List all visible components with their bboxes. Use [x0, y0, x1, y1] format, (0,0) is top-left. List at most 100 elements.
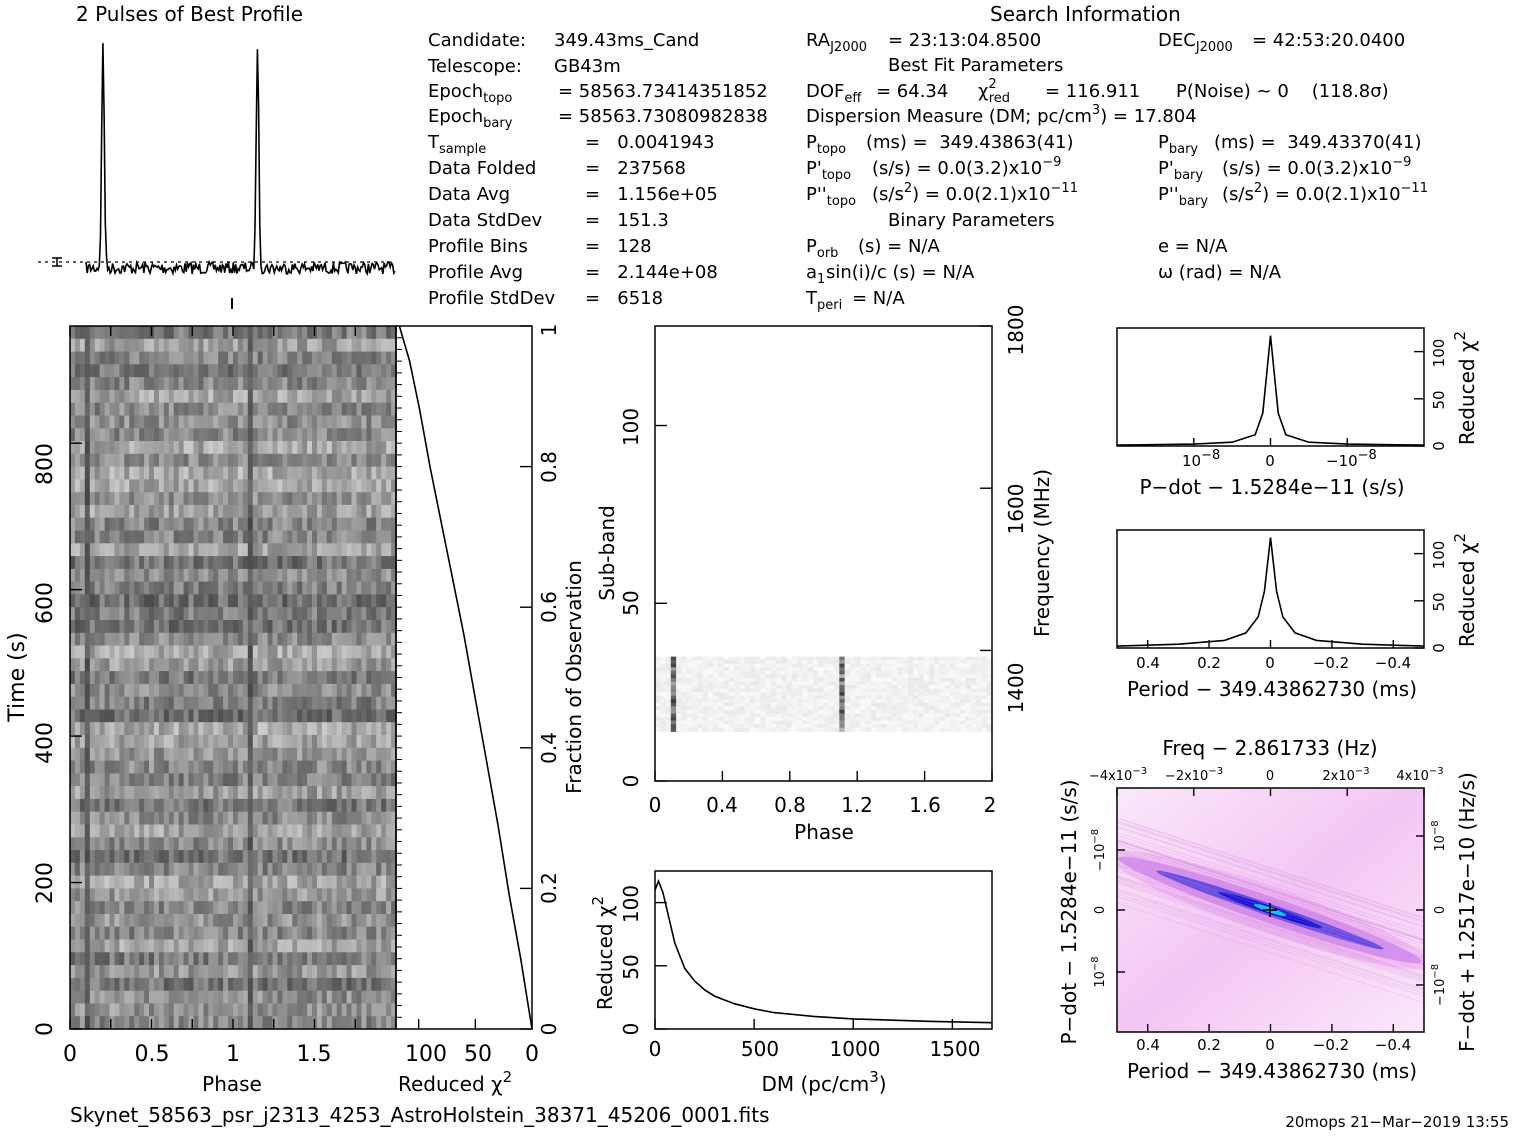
dm-line: Dispersion Measure (DM; pc/cm3) = 17.804: [806, 103, 1197, 127]
sb-xtick-4: 1.6: [909, 793, 941, 817]
profile-bins-value: = 128: [585, 236, 652, 257]
search-info: Search Information Candidate: 349.43ms_C…: [427, 2, 1428, 313]
pdot-chi-frame: [1117, 328, 1424, 446]
pdot-topo-label: P'topo: [806, 158, 851, 183]
tp-ytick-0: 0: [33, 1022, 58, 1036]
profile-stddev-value: = 6518: [585, 288, 663, 309]
a1-value: sin(i)/c (s) = N/A: [826, 262, 975, 283]
binary-title: Binary Parameters: [888, 210, 1055, 231]
tp-xtick-1: 0.5: [135, 1042, 170, 1067]
subband-plot: 0 0.4 0.8 1.2 1.6 2 Phase 0 50 100 Sub-b…: [595, 305, 1054, 844]
sb-xtick-2: 0.8: [774, 793, 806, 817]
chi-fraction-frame: [396, 326, 532, 1029]
pd-xlabel: P−dot − 1.5284e−11 (s/s): [1139, 475, 1404, 499]
dm-ytick-0: 0: [619, 1023, 643, 1036]
time-phase-image: [70, 326, 397, 1030]
sb-ytick-1: 50: [619, 590, 643, 615]
e-value: e = N/A: [1158, 236, 1228, 257]
pp-xtick-4: −0.4: [1375, 1036, 1411, 1054]
pc-ylabel: Reduced χ2: [1451, 533, 1479, 647]
dm-ylabel: Reduced χ2: [589, 896, 617, 1010]
pc-ytick-2: 100: [1430, 541, 1448, 570]
cf-ytick-2: 0.4: [537, 732, 561, 764]
tperi-label: Tperi: [805, 288, 842, 313]
pp-y2tick-2: −10−8: [1430, 964, 1448, 1006]
time-phase-plot: 0 0.5 1 1.5 Phase 0 200 400 600 800 Time…: [5, 326, 397, 1096]
tp-xtick-0: 0: [63, 1042, 77, 1067]
cf-ytick-5: 1: [537, 324, 561, 337]
tp-ytick-3: 600: [33, 582, 58, 624]
ra-label: RAJ2000: [806, 30, 867, 55]
porb-value: (s) = N/A: [858, 236, 940, 257]
pdot-chi-plot: 10−8 0 −10−8 P−dot − 1.5284e−11 (s/s) 0 …: [1117, 328, 1479, 499]
pp-title: Freq − 2.861733 (Hz): [1162, 736, 1377, 760]
dm-ytick-2: 100: [619, 885, 643, 923]
pp-ytick-0: −10−8: [1090, 829, 1108, 871]
dm-frame: [655, 871, 992, 1029]
pc-xtick-2: 0: [1265, 654, 1275, 672]
pdot-topo-value: (s/s) = 0.0(3.2)x10−9: [872, 155, 1061, 179]
pp-toptick-3: 2x10−3: [1322, 766, 1369, 784]
epoch-topo-value: = 58563.73414351852: [558, 81, 768, 102]
dm-xtick-2: 1000: [830, 1037, 881, 1061]
pdot-bary-label: P'bary: [1158, 158, 1203, 183]
omega-value: ω (rad) = N/A: [1158, 262, 1282, 283]
pp-plane-plot: Freq − 2.861733 (Hz) −4x10−3 −2x10−3 0 2…: [1057, 736, 1479, 1083]
dm-xlabel: DM (pc/cm3): [761, 1068, 886, 1096]
period-chi-plot: 0.4 0.2 0 −0.2 −0.4 Period − 349.4386273…: [1117, 530, 1479, 701]
tperi-value: = N/A: [852, 288, 905, 309]
pddot-topo-label: P''topo: [806, 184, 856, 209]
profile-curve: [86, 43, 395, 274]
data-folded-label: Data Folded: [428, 158, 536, 179]
pc-xtick-0: 0.4: [1136, 654, 1160, 672]
pp-xtick-2: 0: [1265, 1036, 1275, 1054]
a1-label: a1: [806, 262, 825, 287]
cf-ytick-1: 0.2: [537, 872, 561, 904]
cf-ytick-4: 0.8: [537, 451, 561, 483]
sb-ytick-0: 0: [619, 775, 643, 788]
data-avg-label: Data Avg: [428, 184, 510, 205]
sb-y2label: Frequency (MHz): [1030, 469, 1054, 637]
sb-ylabel: Sub-band: [595, 505, 619, 601]
epoch-bary-value: = 58563.73080982838: [558, 106, 768, 127]
period-chi-curve: [1117, 538, 1424, 647]
pd-ytick-2: 100: [1430, 339, 1448, 368]
tsample-value: = 0.0041943: [585, 132, 715, 153]
candidate-label: Candidate:: [428, 30, 526, 51]
sb-xlabel: Phase: [794, 820, 854, 844]
pp-y2label: F−dot + 1.2517e−10 (Hz/s): [1455, 772, 1479, 1052]
tp-ytick-1: 200: [33, 862, 58, 904]
pp-toptick-4: 4x10−3: [1396, 766, 1443, 784]
pdot-chi-axes: [1194, 352, 1424, 446]
tsample-label: Tsample: [427, 132, 486, 157]
chi-fraction-curve: [399, 326, 532, 1029]
telescope-value: GB43m: [554, 56, 621, 77]
ptopo-label: Ptopo: [806, 132, 846, 157]
pc-xlabel: Period − 349.43862730 (ms): [1127, 677, 1417, 701]
cf-ylabel: Fraction of Observation: [562, 560, 586, 794]
dof-value: = 64.34: [876, 81, 948, 102]
search-title: Search Information: [990, 2, 1181, 26]
data-stddev-value: = 151.3: [585, 210, 669, 231]
pp-xtick-1: 0.2: [1197, 1036, 1221, 1054]
dec-value: = 42:53:20.0400: [1252, 30, 1405, 51]
chi-fraction-plot: 100 50 0 Reduced χ2 0 0.2 0.4 0.6 0.8 1 …: [396, 324, 586, 1096]
pd-ytick-0: 0: [1430, 441, 1448, 451]
pdot-bary-value: (s/s) = 0.0(3.2)x10−9: [1222, 155, 1411, 179]
pbary-label: Pbary: [1158, 132, 1198, 157]
profile-avg-value: = 2.144e+08: [585, 262, 718, 283]
dec-label: DECJ2000: [1158, 30, 1233, 55]
sb-xtick-0: 0: [649, 793, 662, 817]
profile-title: 2 Pulses of Best Profile: [76, 2, 303, 26]
pc-xtick-1: 0.2: [1197, 654, 1221, 672]
pnoise-value: P(Noise) ~ 0 (118.8σ): [1176, 81, 1389, 102]
sb-y2tick-1: 1600: [1004, 484, 1028, 535]
dm-xtick-0: 0: [649, 1037, 662, 1061]
best-fit-title: Best Fit Parameters: [888, 55, 1063, 76]
porb-label: Porb: [806, 236, 838, 261]
dm-xtick-3: 1500: [930, 1037, 981, 1061]
pp-xlabel: Period − 349.43862730 (ms): [1127, 1059, 1417, 1083]
profile-plot: [38, 43, 395, 309]
subband-image: [655, 657, 993, 732]
